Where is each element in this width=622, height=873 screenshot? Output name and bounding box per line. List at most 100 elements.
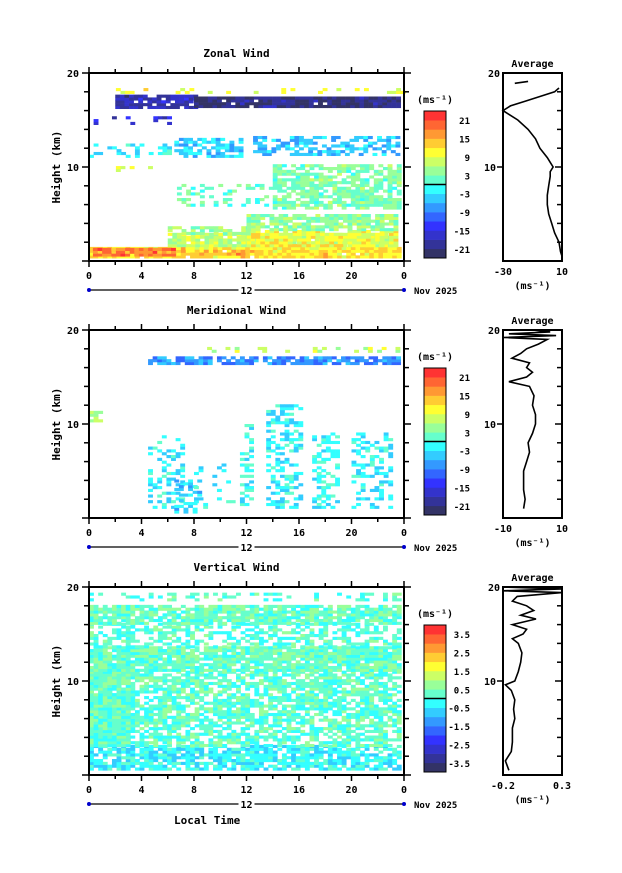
heatmap-cell xyxy=(235,96,241,100)
heatmap-cell xyxy=(167,750,172,754)
heatmap-cell xyxy=(153,676,159,680)
heatmap-cell xyxy=(93,687,99,691)
heatmap-cell xyxy=(221,469,227,473)
heatmap-cell xyxy=(383,693,388,697)
heatmap-cell xyxy=(174,510,180,514)
heatmap-cell xyxy=(388,483,394,487)
heatmap-cell xyxy=(93,761,99,765)
colorbar-tick-label: -21 xyxy=(454,246,470,256)
heatmap-cell xyxy=(395,346,401,351)
heatmap-cell xyxy=(276,96,282,100)
heatmap-cell xyxy=(337,753,342,757)
heatmap-cell xyxy=(102,707,108,711)
heatmap-cell xyxy=(116,673,122,677)
heatmap-cell xyxy=(171,750,177,754)
heatmap-cell xyxy=(148,361,153,366)
heatmap-cell xyxy=(254,761,260,765)
heatmap-cell xyxy=(279,412,285,416)
heatmap-cell xyxy=(364,738,370,742)
heatmap-cell xyxy=(321,440,327,445)
heatmap-cell xyxy=(255,235,261,239)
heatmap-cell xyxy=(341,164,347,168)
heatmap-cell xyxy=(144,657,150,661)
heatmap-cell xyxy=(89,704,94,708)
heatmap-cell xyxy=(139,732,145,736)
heatmap-cell xyxy=(272,687,278,691)
heatmap xyxy=(89,88,406,259)
heatmap-cell xyxy=(203,505,209,509)
heatmap-cell xyxy=(327,750,333,754)
heatmap-cell xyxy=(166,477,172,481)
heatmap-cell xyxy=(341,255,347,259)
heatmap-cell xyxy=(309,715,315,719)
heatmap-cell xyxy=(142,97,148,101)
heatmap-cell xyxy=(255,229,261,234)
heatmap-cell xyxy=(291,715,297,719)
heatmap-cell xyxy=(386,361,392,366)
heatmap-cell xyxy=(388,241,394,245)
heatmap-cell xyxy=(282,232,288,236)
heatmap-cell xyxy=(139,735,145,739)
heatmap-cell xyxy=(203,727,209,731)
heatmap-cell xyxy=(240,707,246,711)
heatmap-cell xyxy=(355,195,361,199)
heatmap-cell xyxy=(360,255,365,259)
heatmap-cell xyxy=(107,724,113,728)
heatmap-cell xyxy=(89,698,94,702)
heatmap-cell xyxy=(245,696,251,700)
heatmap-cell xyxy=(226,668,232,672)
heatmap-cell xyxy=(291,252,297,256)
heatmap-cell xyxy=(121,151,127,156)
heatmap-cell xyxy=(258,654,264,658)
heatmap-cell xyxy=(180,715,186,719)
heatmap-cell xyxy=(392,753,398,757)
heatmap-cell xyxy=(231,657,237,661)
heatmap-cell xyxy=(148,359,153,363)
heatmap-cell xyxy=(208,761,214,765)
heatmap-cell xyxy=(241,244,247,248)
heatmap-cell xyxy=(327,252,333,256)
heatmap-cell xyxy=(245,231,251,235)
heatmap-cell xyxy=(355,690,361,694)
heatmap-cell xyxy=(393,214,399,218)
heatmap-cell xyxy=(102,738,108,742)
heatmap-cell xyxy=(185,744,191,749)
heatmap-cell xyxy=(276,356,282,360)
heatmap-cell xyxy=(268,649,274,653)
heatmap-cell xyxy=(213,235,219,239)
heatmap-cell xyxy=(346,743,352,748)
heatmap-cell xyxy=(361,225,367,229)
heatmap-cell xyxy=(213,712,218,717)
heatmap-cell xyxy=(134,710,140,714)
heatmap-cell xyxy=(272,203,278,207)
heatmap-cell xyxy=(335,452,340,456)
heatmap-cell xyxy=(318,687,324,691)
heatmap-cell xyxy=(246,225,252,229)
heatmap-cell xyxy=(176,756,182,760)
heatmap-cell xyxy=(300,178,306,182)
heatmap-cell xyxy=(299,138,304,142)
heatmap-cell xyxy=(244,104,250,109)
heatmap-cell xyxy=(124,94,130,98)
heatmap-cell xyxy=(299,359,305,363)
heatmap-cell xyxy=(332,255,338,259)
heatmap-cell xyxy=(157,744,163,749)
colorbar-swatch xyxy=(424,111,446,121)
heatmap-cell xyxy=(300,698,306,702)
heatmap-cell xyxy=(259,186,265,190)
heatmap-cell xyxy=(347,238,353,242)
heatmap-cell xyxy=(272,249,278,253)
heatmap-cell xyxy=(388,244,394,248)
heatmap-cell xyxy=(102,676,108,680)
heatmap-cell xyxy=(314,732,319,736)
heatmap-cell xyxy=(121,651,127,655)
heatmap-cell xyxy=(315,216,321,220)
heatmap-cell xyxy=(176,649,182,653)
heatmap-cell xyxy=(227,192,233,196)
heatmap-cell xyxy=(203,673,209,677)
heatmap-cell xyxy=(153,646,159,650)
heatmap-cell xyxy=(194,646,200,650)
heatmap-cell xyxy=(194,500,199,504)
average-title: Average xyxy=(511,316,553,327)
heatmap-cell xyxy=(157,696,163,700)
